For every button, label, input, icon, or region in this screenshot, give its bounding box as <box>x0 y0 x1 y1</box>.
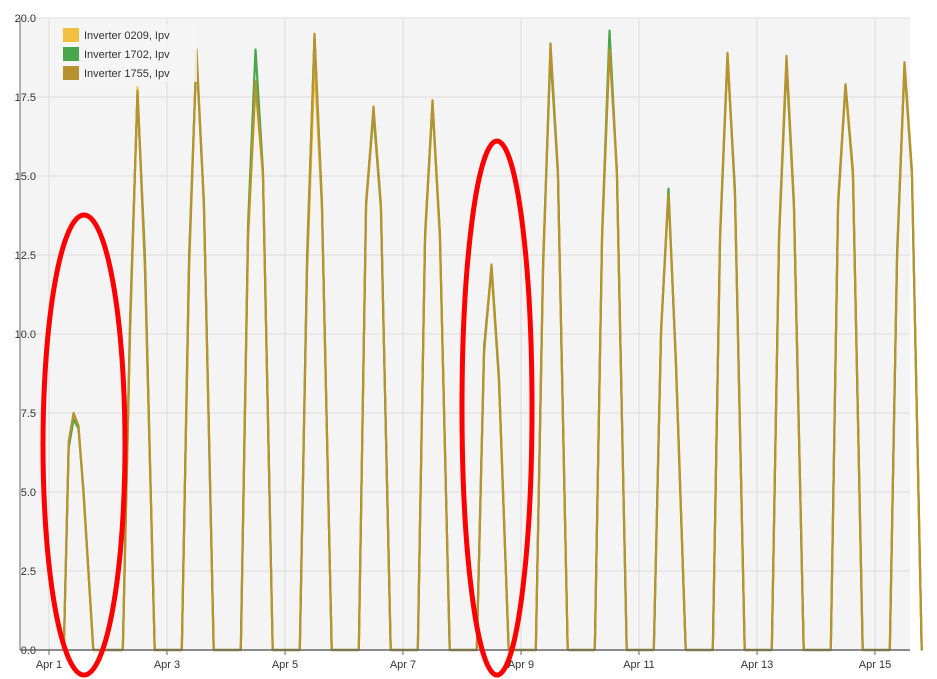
data-point <box>785 55 788 57</box>
data-point <box>601 235 603 237</box>
y-tick-label: 5.0 <box>21 487 36 499</box>
data-point <box>903 61 906 64</box>
legend-swatch <box>63 66 79 80</box>
data-point <box>262 172 264 174</box>
legend-label: Inverter 1755, Ipv <box>84 68 170 80</box>
x-tick-label: Apr 9 <box>508 659 534 671</box>
data-point <box>72 412 75 414</box>
x-tick-label: Apr 1 <box>36 659 62 671</box>
series-line-3 <box>62 32 923 652</box>
data-point <box>82 491 85 493</box>
data-point <box>498 374 500 376</box>
data-point <box>321 203 323 206</box>
y-tick-label: 10.0 <box>15 329 36 341</box>
data-point <box>439 235 441 237</box>
data-point <box>608 48 611 51</box>
data-point <box>254 48 257 51</box>
legend-swatch <box>63 47 79 61</box>
x-axis-ticks: Apr 1 Apr 3 Apr 5 Apr 7 Apr 9 Apr 11 Apr 13 Apr… <box>36 650 891 671</box>
data-point <box>129 326 131 329</box>
data-point <box>306 263 308 266</box>
data-point <box>549 42 552 45</box>
data-point <box>431 99 434 101</box>
y-tick-label: 7.5 <box>21 408 36 420</box>
y-tick-label: 20.0 <box>15 13 36 25</box>
data-point <box>136 86 139 89</box>
data-point <box>557 168 559 171</box>
highlight-ellipse <box>459 138 535 678</box>
x-tick-label: Apr 3 <box>154 659 180 671</box>
data-point <box>144 263 146 266</box>
x-tick-label: Apr 5 <box>272 659 298 671</box>
y-tick-label: 15.0 <box>15 171 36 183</box>
data-point <box>837 200 839 203</box>
data-point <box>136 89 139 92</box>
data-point <box>726 51 729 54</box>
legend-swatch <box>63 28 79 42</box>
data-point <box>483 352 485 354</box>
data-point <box>254 80 257 82</box>
data-point <box>660 326 662 329</box>
data-point <box>616 168 618 171</box>
y-tick-label: 12.5 <box>15 250 36 262</box>
data-point <box>247 232 249 234</box>
y-tick-label: 17.5 <box>15 92 36 104</box>
highlight-ellipse <box>40 212 128 678</box>
annotations <box>40 138 535 678</box>
x-tick-label: Apr 7 <box>390 659 416 671</box>
data-point <box>920 649 923 651</box>
data-point <box>778 232 780 234</box>
data-point <box>372 105 375 108</box>
data-point <box>852 168 854 171</box>
data-point <box>188 263 190 266</box>
data-point <box>203 203 205 206</box>
data-point <box>365 203 367 206</box>
data-point <box>424 235 426 237</box>
data-point <box>734 194 736 196</box>
data-point <box>490 263 493 266</box>
data-point <box>542 266 544 269</box>
legend-label: Inverter 0209, Ipv <box>84 30 170 42</box>
x-tick-label: Apr 13 <box>741 659 773 671</box>
data-point <box>380 203 382 206</box>
data-point <box>667 194 670 196</box>
data-point <box>67 440 70 443</box>
x-tick-label: Apr 11 <box>623 659 655 671</box>
data-point <box>77 424 80 427</box>
data-point <box>719 232 721 234</box>
data-point <box>896 257 898 259</box>
x-tick-label: Apr 15 <box>859 659 891 671</box>
data-point <box>675 358 677 361</box>
legend-box <box>57 24 197 82</box>
data-point <box>793 200 795 203</box>
data-point <box>667 187 670 190</box>
legend: Inverter 0209, Ipv Inverter 1702, Ipv Inve… <box>57 24 197 82</box>
data-point <box>844 83 847 86</box>
y-tick-label: 0.0 <box>21 645 36 657</box>
data-point <box>608 29 611 32</box>
y-tick-label: 2.5 <box>21 566 36 578</box>
data-point <box>911 168 913 171</box>
data-point <box>313 33 316 35</box>
legend-label: Inverter 1702, Ipv <box>84 49 170 61</box>
